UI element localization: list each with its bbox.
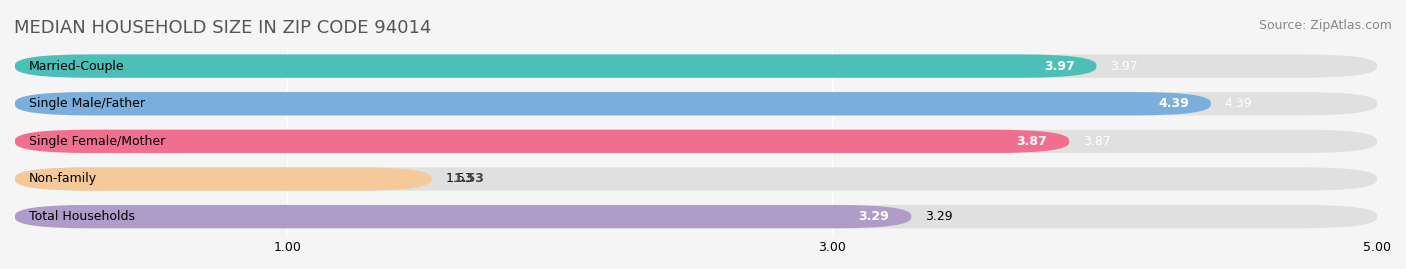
FancyBboxPatch shape — [15, 54, 1376, 78]
Text: 3.87: 3.87 — [1017, 135, 1047, 148]
Text: 1.53: 1.53 — [446, 172, 474, 186]
Text: Non-family: Non-family — [28, 172, 97, 186]
FancyBboxPatch shape — [15, 205, 911, 228]
FancyBboxPatch shape — [15, 92, 1211, 115]
FancyBboxPatch shape — [15, 92, 1376, 115]
Text: Single Female/Mother: Single Female/Mother — [28, 135, 165, 148]
FancyBboxPatch shape — [15, 130, 1376, 153]
Text: 3.97: 3.97 — [1043, 60, 1074, 73]
Text: Single Male/Father: Single Male/Father — [28, 97, 145, 110]
Text: MEDIAN HOUSEHOLD SIZE IN ZIP CODE 94014: MEDIAN HOUSEHOLD SIZE IN ZIP CODE 94014 — [14, 19, 432, 37]
Text: 1.53: 1.53 — [454, 172, 485, 186]
Text: 3.97: 3.97 — [1111, 60, 1137, 73]
Text: 4.39: 4.39 — [1225, 97, 1253, 110]
Text: 3.87: 3.87 — [1083, 135, 1111, 148]
Text: Source: ZipAtlas.com: Source: ZipAtlas.com — [1258, 19, 1392, 32]
Text: Married-Couple: Married-Couple — [28, 60, 124, 73]
FancyBboxPatch shape — [15, 54, 1097, 78]
Text: Total Households: Total Households — [28, 210, 135, 223]
Text: 4.39: 4.39 — [1159, 97, 1189, 110]
FancyBboxPatch shape — [15, 205, 1376, 228]
FancyBboxPatch shape — [15, 167, 1376, 191]
FancyBboxPatch shape — [15, 130, 1069, 153]
Text: 3.29: 3.29 — [925, 210, 952, 223]
Text: 3.29: 3.29 — [859, 210, 890, 223]
FancyBboxPatch shape — [15, 167, 432, 191]
